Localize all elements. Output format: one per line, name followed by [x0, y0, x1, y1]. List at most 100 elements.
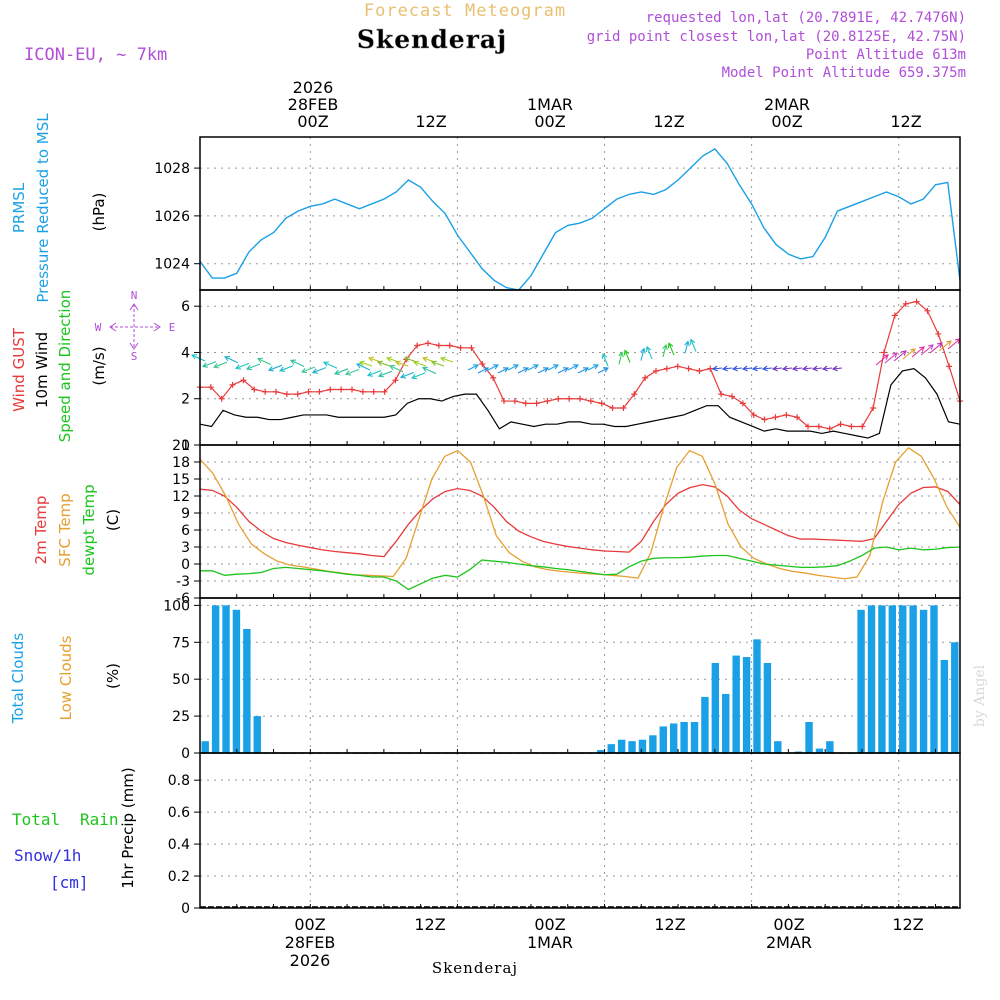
wind-direction-arrow — [410, 372, 426, 380]
total-clouds-bar — [753, 639, 761, 753]
gust-point-marker — [598, 400, 605, 407]
temp-label-3: dewpt Temp — [80, 484, 98, 575]
wind-direction-arrow — [645, 345, 653, 360]
model-label: ICON-EU, ~ 7km — [24, 45, 167, 65]
top-hour-60: 12Z — [890, 112, 921, 131]
total-clouds-bar — [878, 605, 886, 753]
gust-point-marker — [468, 344, 475, 351]
wind-compass: N S W E — [95, 289, 176, 363]
total-clouds-bar — [617, 739, 626, 753]
compass-e: E — [169, 321, 176, 334]
wind-direction-arrow — [938, 340, 952, 352]
wind-direction-arrow — [662, 343, 668, 358]
wind-direction-arrow — [821, 365, 833, 372]
wind-direction-arrow — [376, 360, 391, 367]
temp-ytick-label: 15 — [172, 472, 190, 488]
wind-direction-arrow — [527, 364, 540, 371]
gust-point-marker — [685, 365, 692, 372]
total-clouds-bar — [659, 726, 667, 753]
gust-point-marker — [631, 391, 638, 398]
total-clouds-bar — [815, 748, 824, 753]
gust-point-marker — [663, 365, 670, 372]
total-clouds-bar — [680, 722, 688, 753]
total-clouds-bar — [857, 609, 865, 753]
gust-point-marker — [750, 411, 757, 418]
gust-point-marker — [772, 414, 779, 421]
total-clouds-bar — [909, 605, 917, 753]
wind-direction-arrow — [884, 352, 898, 364]
gridpoint-coords: grid point closest lon,lat (20.8125E, 42… — [587, 29, 966, 45]
gust-point-marker — [533, 400, 540, 407]
total-clouds-bar — [232, 609, 241, 753]
precip-label-total: Total — [12, 810, 60, 829]
wind-direction-arrow — [618, 351, 624, 365]
wind-direction-arrow — [537, 367, 550, 374]
wind-direction-arrow — [623, 349, 631, 363]
gust-point-marker — [881, 349, 887, 356]
wind-direction-arrow — [223, 355, 239, 364]
bottom-date-2mar: 2MAR — [766, 933, 812, 952]
wind-label-1: Wind GUST — [10, 327, 28, 412]
clouds-ytick-label: 100 — [163, 598, 190, 614]
gust-point-marker — [946, 363, 953, 370]
gust-point-marker — [457, 344, 464, 351]
wind-direction-arrow — [333, 368, 349, 376]
precip-ytick-label: 0.4 — [168, 837, 190, 853]
total-clouds-bar — [722, 693, 730, 753]
wind-direction-arrow — [601, 352, 609, 367]
wind-direction-arrow — [801, 365, 813, 372]
wind-direction-arrow — [256, 357, 272, 366]
gust-point-marker — [381, 388, 388, 395]
wind-direction-arrow — [721, 365, 733, 372]
temp-ytick-label: 0 — [181, 557, 190, 573]
gust-point-marker — [566, 395, 573, 402]
precip-ytick-label: 0.6 — [168, 805, 190, 821]
wind-direction-arrow — [439, 356, 454, 363]
wind-direction-arrow — [300, 366, 316, 374]
gust-point-marker — [207, 384, 214, 391]
dewpt-series-line — [200, 546, 961, 591]
wind-direction-arrow — [597, 367, 610, 374]
total-clouds-bar — [628, 741, 636, 753]
cloud-label-2: Low Clouds — [57, 635, 75, 720]
pressure-ytick-label: 1024 — [154, 257, 190, 273]
clouds-frame — [199, 597, 961, 754]
gust-point-marker — [273, 388, 279, 395]
bottom-time-labels: 00Z 28FEB 2026 12Z 00Z 1MAR 12Z 00Z 2MAR… — [285, 915, 924, 970]
gust-point-marker — [555, 395, 562, 402]
wind-direction-arrow — [929, 342, 943, 354]
wind-direction-arrow — [517, 367, 530, 374]
temp-ytick-label: 3 — [181, 540, 190, 556]
wind-direction-arrow — [731, 365, 743, 372]
gust-point-marker — [425, 340, 431, 347]
wind-direction-arrow — [761, 365, 773, 372]
requested-coords: requested lon,lat (20.7891E, 42.7476N) — [646, 10, 966, 26]
total-clouds-bar — [899, 605, 907, 753]
total-clouds-bar — [826, 741, 834, 753]
gust-point-marker — [511, 398, 518, 405]
precip-label-snow: Snow/1h — [14, 846, 81, 865]
wind-direction-arrow — [399, 371, 415, 379]
wind-direction-arrow — [751, 365, 763, 372]
temp-ytick-label: -6 — [176, 591, 190, 607]
gust-point-marker — [522, 400, 529, 407]
wind-direction-arrow — [234, 362, 250, 370]
gust-point-marker — [251, 386, 258, 393]
wind-direction-arrow — [201, 361, 217, 368]
wind-unit: (m/s) — [90, 346, 108, 385]
wind-series-line — [199, 368, 961, 439]
compass-arrow-south — [129, 342, 139, 350]
wind-direction-arrow — [689, 338, 697, 352]
gust-point-marker — [262, 388, 269, 395]
temp-ytick-label: 21 — [172, 438, 190, 454]
pressure-frame — [199, 136, 961, 291]
gust-point-marker — [229, 381, 236, 388]
top-hour-0: 00Z — [297, 112, 328, 131]
gust-point-marker — [316, 388, 323, 395]
wind-direction-arrow — [781, 365, 793, 372]
wind-direction-arrow — [557, 367, 570, 374]
cloud-label-1: Total Clouds — [9, 633, 27, 725]
wind-direction-arrow — [875, 354, 889, 366]
total-clouds-bar — [732, 655, 740, 753]
total-clouds-bar — [607, 744, 615, 753]
